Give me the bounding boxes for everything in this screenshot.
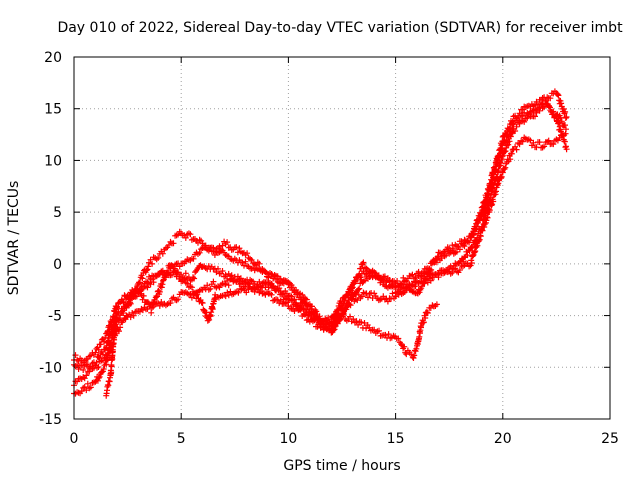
x-tick-label: 15 xyxy=(387,431,405,447)
x-tick-labels: 0 5 10 15 20 25 xyxy=(70,431,619,447)
x-tick-label: 5 xyxy=(177,431,186,447)
series-track-c xyxy=(71,98,570,397)
y-axis-label: SDTVAR / TECUs xyxy=(6,181,22,296)
marker-cloud xyxy=(103,262,440,399)
y-tick-label: 15 xyxy=(44,102,62,118)
y-tick-label: 5 xyxy=(53,205,62,221)
x-tick-label: 0 xyxy=(70,431,79,447)
y-tick-label: -15 xyxy=(39,412,62,428)
x-tick-label: 25 xyxy=(601,431,619,447)
chart-title: Day 010 of 2022, Sidereal Day-to-day VTE… xyxy=(57,20,623,36)
y-tick-labels: -15 -10 -5 0 5 10 15 20 xyxy=(39,50,62,428)
y-tick-label: 20 xyxy=(44,50,62,66)
y-tick-label: 10 xyxy=(44,153,62,169)
plot-frame xyxy=(73,56,611,420)
x-tick-label: 20 xyxy=(494,431,512,447)
x-axis-label: GPS time / hours xyxy=(283,458,400,474)
y-tick-label: -5 xyxy=(48,309,62,325)
y-tick-label: 0 xyxy=(53,257,62,273)
data-series xyxy=(71,88,570,399)
y-tick-label: -10 xyxy=(39,360,62,376)
series-track-e xyxy=(103,262,440,399)
x-tick-label: 10 xyxy=(279,431,297,447)
marker-cloud xyxy=(71,98,570,397)
series-track-b xyxy=(71,100,569,389)
marker-cloud xyxy=(71,100,569,389)
